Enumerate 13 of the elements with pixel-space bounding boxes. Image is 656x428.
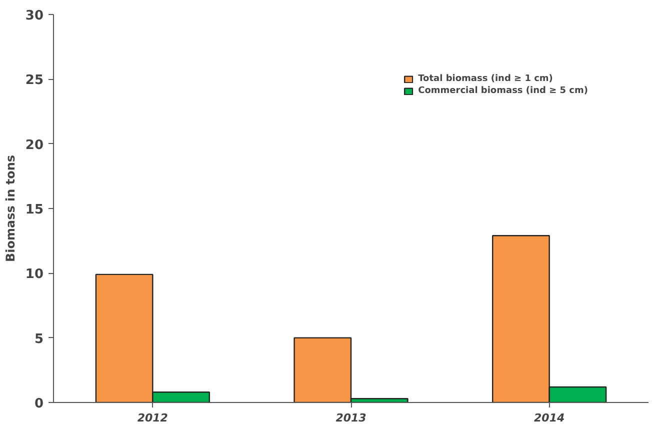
legend-label: Total biomass (ind ≥ 1 cm) [418, 74, 553, 84]
y-tick-label: 30 [25, 8, 44, 24]
y-tick-label: 5 [34, 332, 44, 347]
x-tick-label: 2012 [137, 412, 168, 424]
y-tick-label: 15 [25, 202, 44, 218]
y-tick-label: 20 [25, 138, 44, 153]
y-tick-label: 0 [34, 396, 44, 412]
x-tick-label: 2013 [336, 412, 367, 424]
x-tick-label: 2014 [534, 412, 565, 424]
legend-label: Commercial biomass (ind ≥ 5 cm) [418, 86, 588, 96]
y-tick-label: 10 [25, 267, 44, 282]
y-axis-title: Biomass in tons [3, 154, 18, 262]
y-tick-label: 25 [25, 73, 44, 88]
